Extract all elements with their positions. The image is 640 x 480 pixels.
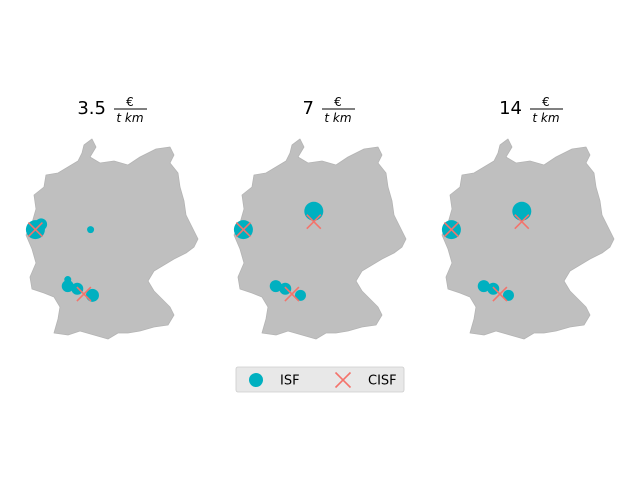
- germany-map: [233, 138, 407, 340]
- isf-marker: [279, 282, 292, 295]
- map-panel: [25, 138, 199, 340]
- cisf-marker: [76, 286, 92, 302]
- legend-isf-label: ISF: [280, 374, 300, 389]
- isf-marker: [502, 289, 514, 301]
- germany-map: [441, 138, 615, 340]
- title-value: 14: [499, 98, 522, 119]
- cisf-stroke: [284, 286, 300, 302]
- isf-marker: [294, 289, 306, 301]
- legend-cisf-label: CISF: [368, 374, 397, 389]
- isf-marker: [487, 282, 500, 295]
- cisf-stroke: [27, 222, 43, 238]
- cisf-stroke: [443, 222, 459, 238]
- cisf-stroke: [235, 222, 251, 238]
- title-unit-denominator: t km: [532, 111, 559, 125]
- cisf-stroke: [76, 286, 92, 302]
- title-unit-numerator: €: [542, 95, 550, 109]
- map-panel: [233, 138, 407, 340]
- isf-marker: [61, 280, 74, 293]
- title-unit-numerator: €: [126, 95, 134, 109]
- cisf-stroke: [492, 286, 508, 302]
- panel-title: 14 € t km: [499, 95, 563, 125]
- cisf-stroke: [334, 371, 352, 389]
- title-unit-numerator: €: [334, 95, 342, 109]
- isf-marker: [477, 280, 490, 293]
- legend-isf-marker: [249, 373, 263, 387]
- title-value: 3.5: [77, 98, 106, 119]
- legend-cisf-marker: [334, 371, 352, 389]
- title-unit-denominator: t km: [324, 111, 351, 125]
- isf-marker: [512, 201, 532, 221]
- germany-map: [25, 138, 199, 340]
- panel-title: 7 € t km: [303, 95, 355, 125]
- title-value: 7: [303, 98, 314, 119]
- cisf-marker: [443, 222, 459, 238]
- map-panel: [441, 138, 615, 340]
- cisf-marker: [514, 214, 530, 230]
- legend: ISF CISF: [235, 366, 405, 393]
- isf-marker: [269, 280, 282, 293]
- cisf-marker: [306, 214, 322, 230]
- cisf-marker: [284, 286, 300, 302]
- isf-marker: [304, 201, 324, 221]
- cisf-stroke: [306, 214, 322, 230]
- isf-marker: [71, 282, 84, 295]
- title-unit-denominator: t km: [116, 111, 143, 125]
- cisf-marker: [492, 286, 508, 302]
- cisf-marker: [27, 222, 43, 238]
- isf-marker: [87, 226, 95, 234]
- panel-title: 3.5 € t km: [77, 95, 147, 125]
- cisf-stroke: [514, 214, 530, 230]
- cisf-marker: [235, 222, 251, 238]
- legend-box: [235, 366, 405, 393]
